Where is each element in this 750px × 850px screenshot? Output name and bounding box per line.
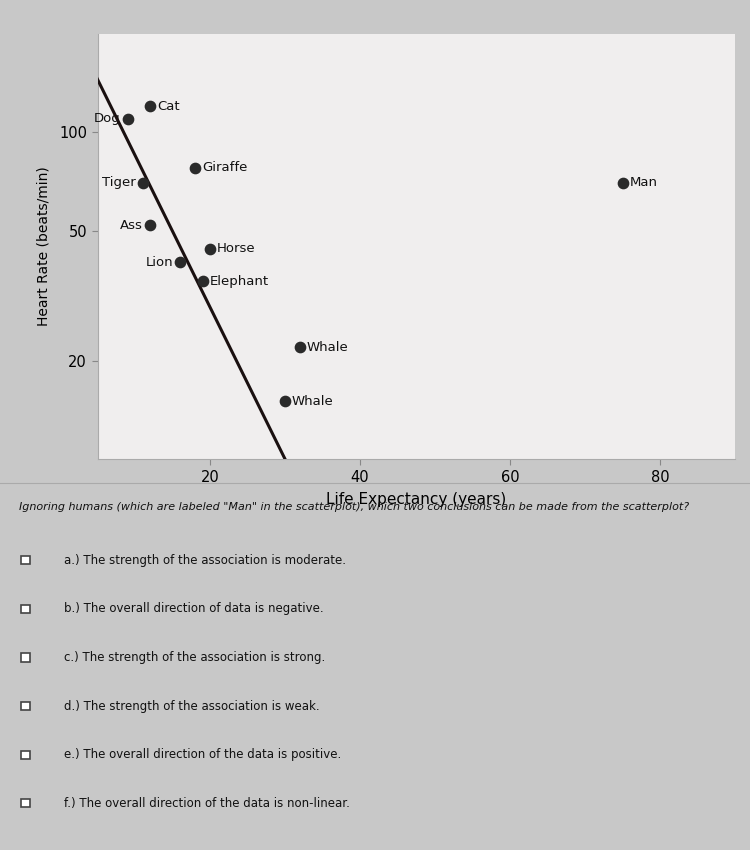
Text: Whale: Whale (292, 395, 334, 408)
Bar (21, 799, 30, 808)
Text: c.) The strength of the association is strong.: c.) The strength of the association is s… (64, 651, 325, 664)
Point (136, 176, 148, 190)
Point (189, 161, 201, 174)
Bar (21, 654, 30, 661)
Bar (21, 604, 30, 613)
Y-axis label: Heart Rate (beats/min): Heart Rate (beats/min) (37, 167, 51, 326)
Point (122, 112, 134, 126)
Point (144, 99, 156, 113)
Point (196, 275, 208, 288)
Text: Dog: Dog (94, 112, 121, 125)
Point (294, 340, 306, 354)
Bar (21, 751, 30, 759)
Text: f.) The overall direction of the data is non-linear.: f.) The overall direction of the data is… (64, 796, 350, 810)
Text: Lion: Lion (146, 256, 173, 269)
Point (204, 242, 216, 256)
Text: Giraffe: Giraffe (202, 162, 248, 174)
Text: Whale: Whale (307, 341, 349, 354)
Text: d.) The strength of the association is weak.: d.) The strength of the association is w… (64, 700, 320, 712)
Text: Marmot: Marmot (0, 849, 1, 850)
Text: Elephant: Elephant (209, 275, 268, 288)
Text: e.) The overall direction of the data is positive.: e.) The overall direction of the data is… (64, 748, 341, 761)
Point (174, 256, 186, 269)
Bar (21, 556, 30, 564)
Bar (21, 702, 30, 710)
Text: Tiger: Tiger (102, 177, 136, 190)
Point (144, 218, 156, 232)
Text: Cat: Cat (157, 100, 179, 113)
Text: b.) The overall direction of data is negative.: b.) The overall direction of data is neg… (64, 603, 323, 615)
Point (76, 68, 88, 82)
Text: a.) The strength of the association is moderate.: a.) The strength of the association is m… (64, 553, 346, 567)
Text: Ignoring humans (which are labeled "Man" in the scatterplot), which two conclusi: Ignoring humans (which are labeled "Man"… (19, 502, 688, 513)
Point (279, 394, 291, 408)
Text: Ass: Ass (120, 218, 143, 231)
Text: Horse: Horse (217, 242, 256, 255)
Point (616, 176, 628, 190)
X-axis label: Life Expectancy (years): Life Expectancy (years) (326, 492, 506, 507)
Text: Man: Man (629, 177, 658, 190)
